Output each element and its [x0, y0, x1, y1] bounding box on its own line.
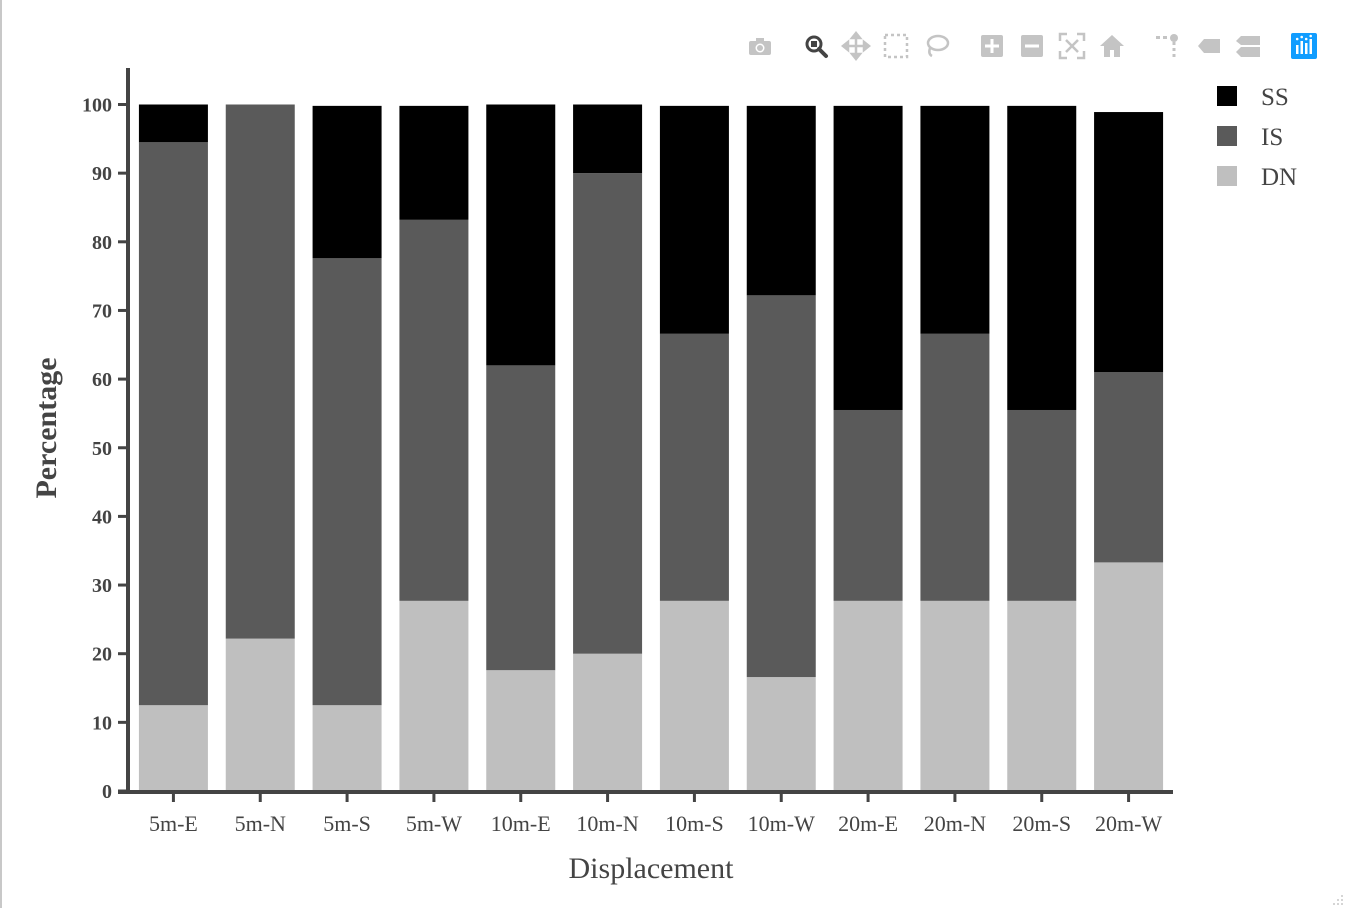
bar-ss-20m-N — [920, 105, 990, 334]
x-tick-label: 5m-S — [323, 811, 371, 836]
resize-grip-icon[interactable] — [1330, 892, 1344, 906]
bar-dn-5m-N — [225, 638, 295, 791]
bar-ss-20m-W — [1094, 112, 1164, 373]
bar-is-10m-S — [659, 333, 729, 601]
x-tick-label: 10m-S — [665, 811, 724, 836]
bar-ss-10m-S — [659, 105, 729, 334]
bar-dn-5m-E — [138, 705, 208, 791]
pan-icon[interactable] — [840, 30, 872, 62]
x-tick-label: 10m-W — [748, 811, 815, 836]
y-tick-label: 90 — [92, 163, 112, 185]
x-tick-label: 5m-W — [406, 811, 462, 836]
y-tick-label: 50 — [92, 438, 112, 460]
camera-icon[interactable] — [744, 30, 776, 62]
y-tick-label: 70 — [92, 300, 112, 322]
legend-swatch-ss — [1217, 86, 1237, 106]
bar-dn-5m-W — [399, 600, 469, 791]
bar-is-5m-E — [138, 142, 208, 706]
bar-ss-20m-S — [1007, 105, 1077, 410]
y-axis-title: Percentage — [30, 357, 63, 498]
x-tick-label: 20m-N — [924, 811, 986, 836]
bar-ss-5m-W — [399, 105, 469, 220]
bar-is-10m-N — [573, 173, 643, 654]
legend-swatch-is — [1217, 126, 1237, 146]
legend-swatch-dn — [1217, 166, 1237, 186]
box-select-icon[interactable] — [880, 30, 912, 62]
bar-ss-5m-E — [138, 104, 208, 143]
legend-label-is: IS — [1261, 124, 1283, 151]
y-tick-label: 0 — [102, 781, 112, 803]
bar-is-5m-S — [312, 258, 382, 706]
lasso-select-icon[interactable] — [920, 30, 952, 62]
y-tick-label: 80 — [92, 232, 112, 254]
autoscale-icon[interactable] — [1056, 30, 1088, 62]
bar-is-20m-N — [920, 333, 990, 601]
bar-is-5m-N — [225, 104, 295, 639]
y-tick-label: 10 — [92, 712, 112, 734]
bar-dn-10m-S — [659, 600, 729, 791]
x-tick-label: 20m-S — [1012, 811, 1071, 836]
y-tick-label: 60 — [92, 369, 112, 391]
bar-is-20m-W — [1094, 372, 1164, 563]
bar-dn-20m-E — [833, 600, 903, 791]
zoom-in-icon[interactable] — [976, 30, 1008, 62]
bar-ss-5m-S — [312, 105, 382, 259]
bar-ss-10m-E — [486, 104, 556, 366]
y-tick-label: 100 — [82, 95, 112, 117]
bar-dn-10m-N — [573, 653, 643, 791]
bar-is-20m-S — [1007, 409, 1077, 601]
y-tick-label: 30 — [92, 575, 112, 597]
bar-ss-20m-E — [833, 105, 903, 410]
y-tick-label: 20 — [92, 644, 112, 666]
bar-is-20m-E — [833, 409, 903, 601]
x-tick-label: 20m-E — [838, 811, 898, 836]
bar-is-10m-E — [486, 365, 556, 671]
toggle-spike-lines-icon[interactable] — [1152, 30, 1184, 62]
bar-dn-5m-S — [312, 705, 382, 791]
bar-dn-20m-N — [920, 600, 990, 791]
bar-dn-10m-E — [486, 670, 556, 791]
bar-is-5m-W — [399, 219, 469, 601]
hover-closest-icon[interactable] — [1192, 30, 1224, 62]
y-tick-label: 40 — [92, 506, 112, 528]
modebar — [744, 30, 1324, 62]
x-tick-label: 5m-N — [235, 811, 286, 836]
hover-compare-icon[interactable] — [1232, 30, 1264, 62]
bar-ss-10m-N — [573, 104, 643, 174]
legend-label-dn: DN — [1261, 164, 1297, 191]
bar-dn-20m-W — [1094, 562, 1164, 791]
bar-dn-20m-S — [1007, 600, 1077, 791]
x-tick-label: 20m-W — [1095, 811, 1162, 836]
bar-is-10m-W — [746, 295, 816, 678]
x-tick-label: 5m-E — [149, 811, 198, 836]
zoom-icon[interactable] — [800, 30, 832, 62]
x-tick-label: 10m-E — [491, 811, 551, 836]
plotly-logo-icon[interactable] — [1288, 30, 1320, 62]
x-tick-label: 10m-N — [576, 811, 638, 836]
reset-axes-home-icon[interactable] — [1096, 30, 1128, 62]
zoom-out-icon[interactable] — [1016, 30, 1048, 62]
x-axis-title: Displacement — [569, 852, 735, 885]
bar-dn-10m-W — [746, 677, 816, 791]
bar-ss-10m-W — [746, 105, 816, 296]
legend-label-ss: SS — [1261, 84, 1289, 111]
